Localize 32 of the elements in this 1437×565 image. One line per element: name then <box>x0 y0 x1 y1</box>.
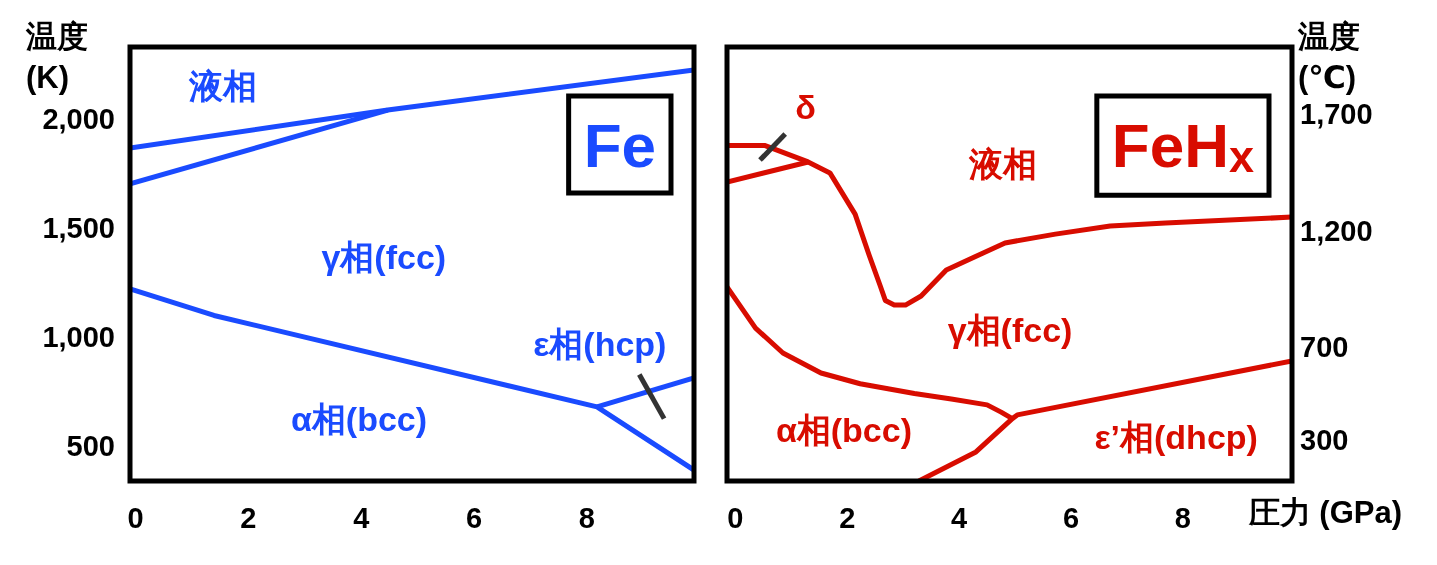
y-tick-label: 1,500 <box>42 212 115 245</box>
x-tick-label: 8 <box>1174 502 1191 534</box>
y-tick-label: 1,000 <box>42 321 115 354</box>
x-axis-title: 圧力 (GPa) <box>1247 495 1402 530</box>
annotation: γ相(fcc) <box>947 310 1073 349</box>
annotation: γ相(fcc) <box>321 238 447 277</box>
y2-tick-label: 700 <box>1300 331 1349 364</box>
annotation: 液相 <box>967 145 1037 184</box>
y2-tick-label: 1,700 <box>1300 98 1373 131</box>
y2-tick-label: 300 <box>1300 424 1349 457</box>
annotation: α相(bcc) <box>290 399 428 438</box>
title: Fe <box>566 93 674 196</box>
annotation: α相(bcc) <box>775 410 913 449</box>
x-tick-label: 6 <box>1062 502 1080 534</box>
y2-axis-title: 温度 (℃) <box>1297 19 1360 95</box>
annotation: δ <box>795 87 816 126</box>
annotation: ε相(hcp) <box>533 324 667 363</box>
x-tick-label: 4 <box>951 502 968 534</box>
y-tick-label: 500 <box>66 430 115 463</box>
y-axis-title: 温度 (K) <box>25 19 88 95</box>
x-tick-label: 2 <box>839 502 856 534</box>
x-tick-label: 4 <box>353 502 370 534</box>
annotation: ε’相(dhcp) <box>1094 418 1258 457</box>
y-tick-label: 2,000 <box>42 102 115 135</box>
y2-tick-label: 1,200 <box>1300 214 1373 247</box>
annotation: 液相 <box>188 67 258 106</box>
x-tick-label: 0 <box>727 502 744 534</box>
x-tick-label: 6 <box>465 502 483 534</box>
x-tick-label: 2 <box>240 502 257 534</box>
x-tick-label: 8 <box>578 502 595 534</box>
x-tick-label: 0 <box>127 502 144 534</box>
title: FeH$_{x}$ <box>1094 93 1272 198</box>
